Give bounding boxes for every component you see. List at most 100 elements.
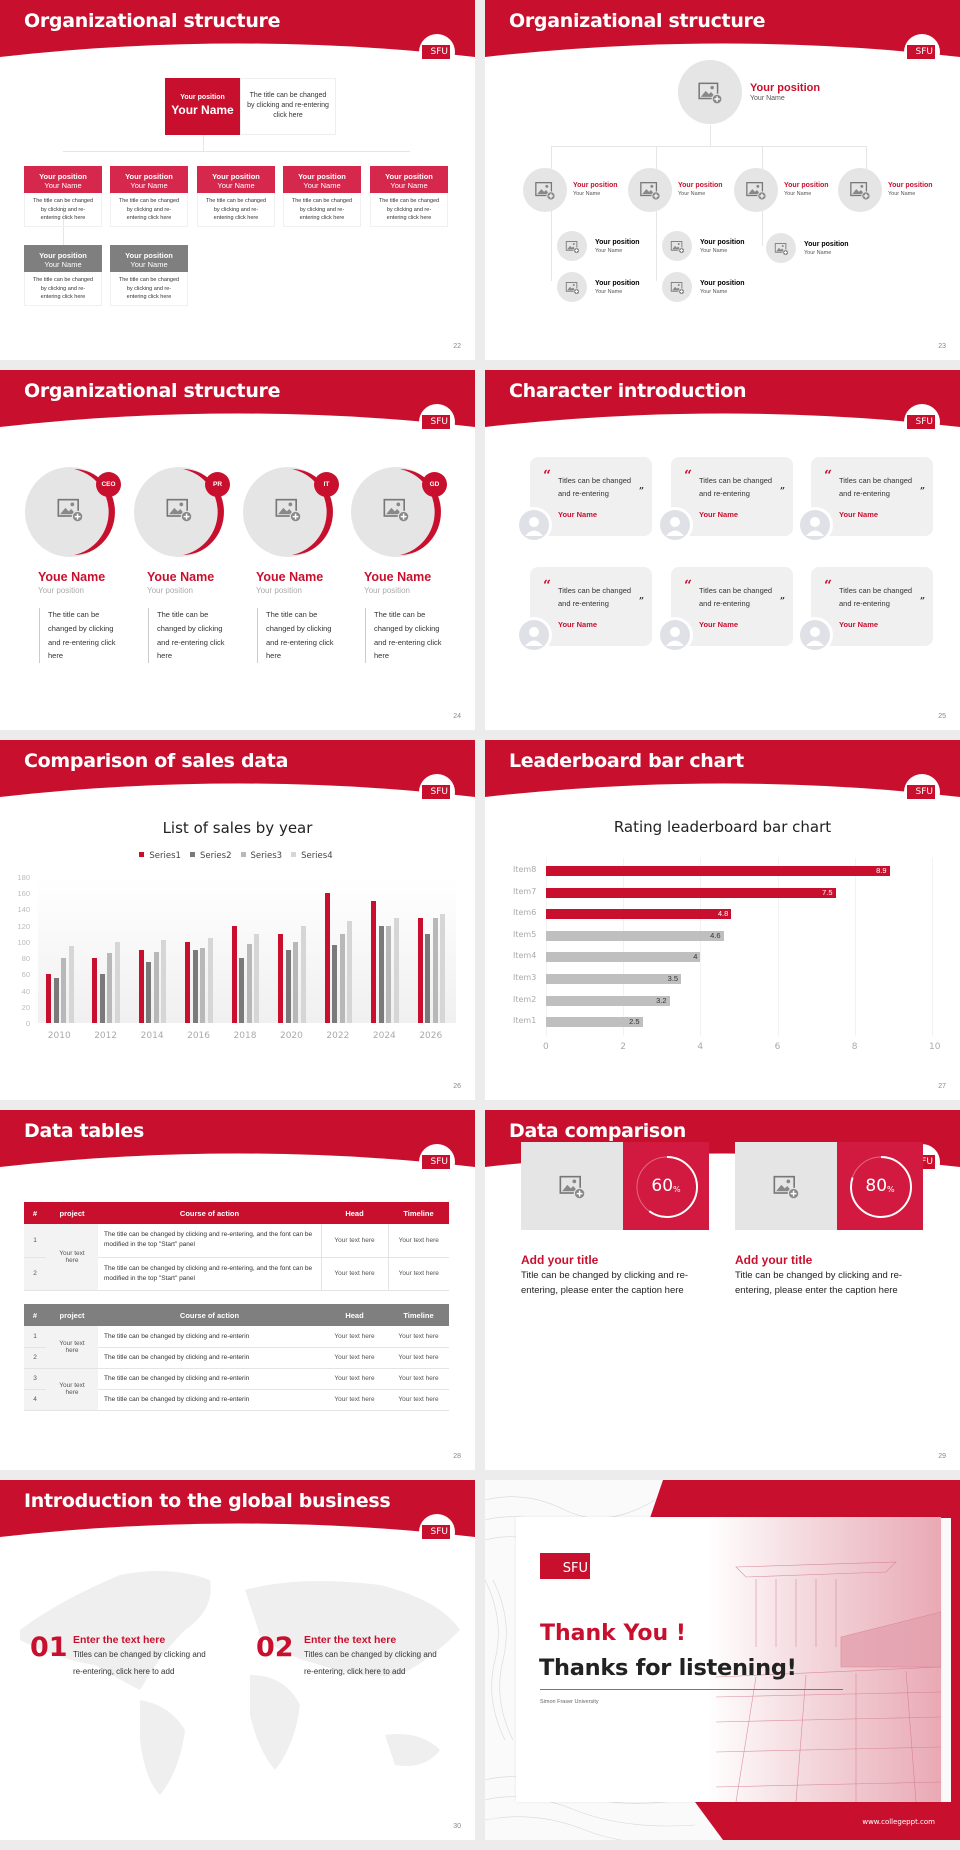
photo-placeholder[interactable] <box>557 231 587 261</box>
page-number: 25 <box>938 713 946 720</box>
thanks-subtitle: Thanks for listening! <box>539 1655 797 1681</box>
slide-25[interactable]: Character introduction SFU “ Titles can … <box>485 370 960 730</box>
table-row[interactable]: 1 Your text here The title can be changed … <box>24 1326 449 1369</box>
slide-26[interactable]: Comparison of sales data SFU List of sal… <box>0 740 475 1100</box>
image-placeholder-icon <box>535 182 556 201</box>
x-tick: 2014 <box>140 1031 164 1041</box>
image-placeholder-icon <box>774 242 789 256</box>
percent-panel: 80% <box>837 1142 923 1230</box>
sfu-logo-large: SFU <box>540 1553 590 1579</box>
quote-open-icon: “ <box>684 468 693 484</box>
photo-placeholder[interactable] <box>628 168 672 212</box>
quote-card[interactable]: “ Titles can be changed and re-entering … <box>530 567 652 646</box>
image-placeholder[interactable] <box>735 1142 837 1230</box>
quote-card[interactable]: “ Titles can be changed and re-entering … <box>811 567 933 646</box>
photo-placeholder[interactable] <box>838 168 882 212</box>
y-tick: 60 <box>21 970 30 980</box>
bar <box>107 953 113 1023</box>
slide-title: Organizational structure <box>509 10 766 32</box>
table-row[interactable]: 2 The title can be changed by clicking an… <box>24 1347 449 1369</box>
header-banner <box>0 0 475 57</box>
bar <box>92 958 98 1023</box>
quote-open-icon: “ <box>684 578 693 594</box>
org-top-box[interactable]: Your position Your Name <box>165 78 240 135</box>
photo-placeholder[interactable] <box>734 168 778 212</box>
table-row[interactable]: 1 Your text here The title can be change… <box>24 1224 449 1291</box>
slide-27[interactable]: Leaderboard bar chart SFU Rating leaderb… <box>485 740 960 1100</box>
x-tick: 2018 <box>233 1031 257 1041</box>
photo-placeholder[interactable] <box>557 272 587 302</box>
photo-placeholder[interactable] <box>766 233 796 263</box>
user-icon <box>525 627 543 646</box>
org-box[interactable]: Your position Your Name The title can be … <box>24 245 102 306</box>
page-number: 22 <box>453 343 461 350</box>
x-tick: 2022 <box>326 1031 350 1041</box>
member-name: Youe Name <box>147 570 215 584</box>
image-placeholder[interactable] <box>521 1142 623 1230</box>
quote-close-icon: ” <box>779 487 785 497</box>
quote-close-icon: ” <box>919 597 925 607</box>
bar <box>300 925 306 1023</box>
bar <box>339 933 345 1023</box>
quote-card[interactable]: “ Titles can be changed and re-entering … <box>530 457 652 536</box>
thank-you-title: Thank You ! <box>540 1621 686 1646</box>
image-placeholder-icon <box>850 182 871 201</box>
image-placeholder-icon <box>670 240 685 254</box>
bar <box>99 974 105 1023</box>
item-text: Title can be changed by clicking and re-… <box>735 1270 903 1296</box>
photo-placeholder[interactable] <box>678 60 742 124</box>
chart-legend: Series1 Series2 Series3 Series4 <box>0 851 475 861</box>
slide-22[interactable]: Organizational structure SFU Your positi… <box>0 0 475 360</box>
org-box[interactable]: Your position Your Name The title can be … <box>24 166 102 227</box>
bar <box>161 940 167 1023</box>
slide-title: Comparison of sales data <box>24 750 289 772</box>
item-text: Title can be changed by clicking and re-… <box>521 1270 689 1296</box>
red-background-shape <box>650 1480 960 1840</box>
page-number: 30 <box>453 1823 461 1830</box>
slide-thank-you[interactable]: SFU Thank You ! Thanks for listening! Si… <box>485 1480 960 1840</box>
item-title: Enter the text here <box>304 1634 397 1646</box>
divider <box>540 1689 843 1690</box>
legend-item: Series1 <box>139 851 184 861</box>
org-box[interactable]: Your position Your Name The title can be … <box>370 166 448 227</box>
x-tick: 2020 <box>279 1031 303 1041</box>
role-badge: GD <box>422 472 447 497</box>
slide-header: Leaderboard bar chart <box>485 740 960 800</box>
slide-29[interactable]: Data comparison SFU 60% Add your title T… <box>485 1110 960 1470</box>
slide-23[interactable]: Organizational structure SFU Your positi… <box>485 0 960 360</box>
legend-item: Series4 <box>291 851 336 861</box>
sfu-logo: SFU <box>422 785 450 799</box>
member-description: The title can be changed by clicking and… <box>39 608 121 664</box>
photo-placeholder[interactable] <box>523 168 567 212</box>
bar <box>378 925 384 1023</box>
bar <box>278 933 284 1023</box>
member-name: Youe Name <box>38 570 106 584</box>
website-link[interactable]: www.collegeppt.com <box>862 1818 935 1826</box>
user-icon <box>666 627 684 646</box>
avatar <box>657 507 693 543</box>
slide-24[interactable]: Organizational structure SFU CEO Youe Na… <box>0 370 475 730</box>
photo-placeholder[interactable] <box>662 231 692 261</box>
slide-28[interactable]: Data tables SFU # project Course of acti… <box>0 1110 475 1470</box>
table-row[interactable]: 3 Your text here The title can be changed … <box>24 1368 449 1411</box>
slide-header: Introduction to the global business <box>0 1480 475 1540</box>
y-tick: 80 <box>21 954 30 964</box>
org-box[interactable]: Your position Your Name The title can be … <box>197 166 275 227</box>
photo-placeholder[interactable] <box>662 272 692 302</box>
x-tick: 10 <box>929 1042 941 1052</box>
image-placeholder-icon <box>383 498 410 523</box>
x-tick: 2026 <box>419 1031 443 1041</box>
percent-value: 60 <box>651 1176 674 1196</box>
table-row[interactable]: 4 The title can be changed by clicking an… <box>24 1389 449 1411</box>
org-box[interactable]: Your position Your Name The title can be … <box>110 245 188 306</box>
bar <box>324 893 330 1023</box>
image-placeholder-icon <box>640 182 661 201</box>
table-row[interactable]: 2 The title can be changed by clicking a… <box>24 1257 449 1291</box>
x-tick: 2024 <box>372 1031 396 1041</box>
slide-30[interactable]: Introduction to the global business SFU … <box>0 1480 475 1840</box>
org-box[interactable]: Your position Your Name The title can be … <box>110 166 188 227</box>
org-box[interactable]: Your position Your Name The title can be … <box>283 166 361 227</box>
sfu-logo: SFU <box>422 1155 450 1169</box>
item-number: 02 <box>256 1632 294 1663</box>
org-box-description: The title can be changed by clicking and… <box>110 272 188 306</box>
